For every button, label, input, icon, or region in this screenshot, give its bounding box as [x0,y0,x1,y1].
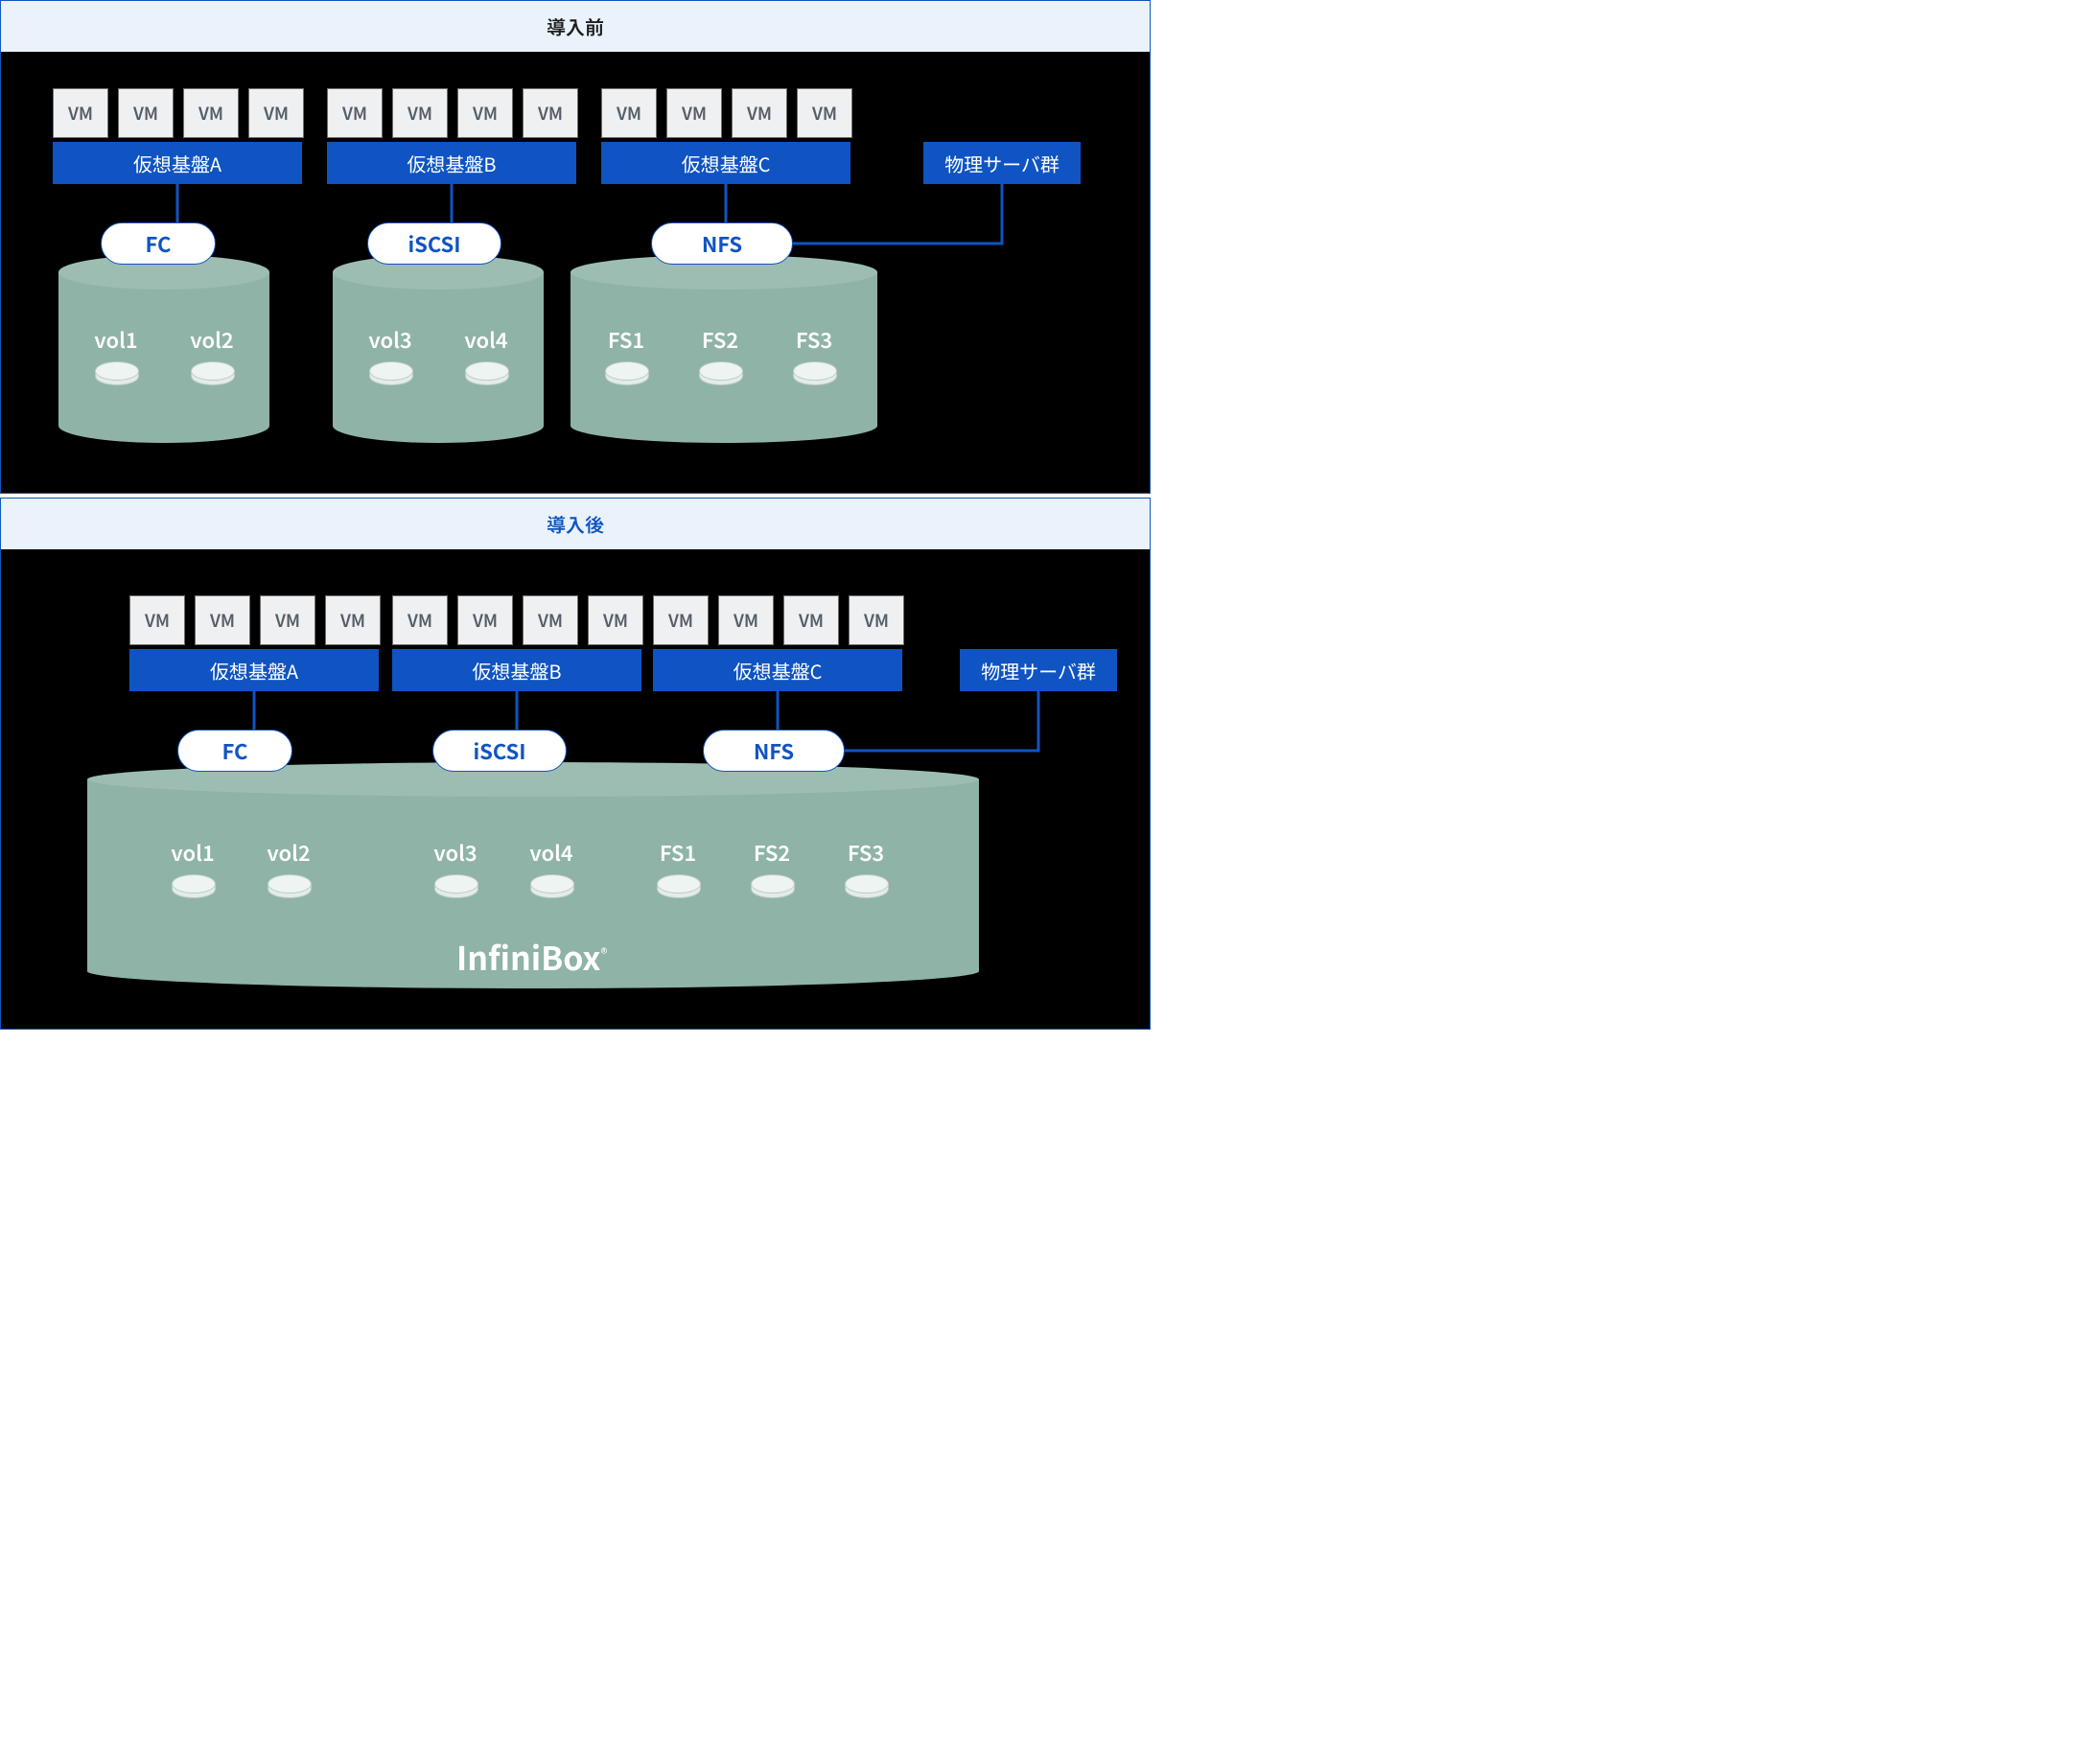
vm-box: VM [183,88,239,138]
vm-box: VM [588,595,643,645]
vol-f1: FS1 [649,837,707,868]
after-body: VMVMVMVM仮想基盤AFCvol1vol2VMVMVMVM仮想基盤BiSCS… [1,549,1150,1029]
vol-v4: vol4 [457,324,515,355]
vm-box: VM [327,88,383,138]
vm-box: VM [260,595,315,645]
protocol-fc: FC [177,730,292,772]
platform-c: 仮想基盤C [653,649,902,691]
vm-box: VM [523,595,578,645]
before-panel: 導入前 VMVMVMVM仮想基盤AFCvol1vol2VMVMVMVM仮想基盤B… [0,0,1151,494]
vm-box: VM [457,595,513,645]
platform-b: 仮想基盤B [392,649,641,691]
before-header: 導入前 [1,1,1150,52]
vm-box: VM [653,595,709,645]
physical-server: 物理サーバ群 [923,142,1081,184]
vm-box: VM [392,595,448,645]
vm-box: VM [195,595,250,645]
vm-box: VM [248,88,304,138]
protocol-nfs: NFS [651,222,793,265]
after-header: 導入後 [1,499,1150,549]
platform-a: 仮想基盤A [53,142,302,184]
vol-f2: FS2 [691,324,749,355]
before-body: VMVMVMVM仮想基盤AFCvol1vol2VMVMVMVM仮想基盤BiSCS… [1,52,1150,493]
vol-f1: FS1 [597,324,655,355]
vm-box: VM [118,88,174,138]
after-panel: 導入後 VMVMVMVM仮想基盤AFCvol1vol2VMVMVMVM仮想基盤B… [0,498,1151,1030]
protocol-iscsi: iSCSI [432,730,567,772]
vm-box: VM [523,88,578,138]
vol-v3: vol3 [361,324,419,355]
platform-a: 仮想基盤A [129,649,379,691]
vm-box: VM [457,88,513,138]
vm-box: VM [392,88,448,138]
protocol-nfs: NFS [703,730,845,772]
vol-v2: vol2 [183,324,241,355]
vm-box: VM [53,88,108,138]
protocol-fc: FC [101,222,216,265]
vm-box: VM [325,595,381,645]
vol-v2: vol2 [260,837,317,868]
vol-v3: vol3 [427,837,484,868]
vm-box: VM [783,595,839,645]
platform-c: 仮想基盤C [601,142,850,184]
vm-box: VM [718,595,774,645]
vol-f3: FS3 [837,837,895,868]
vm-box: VM [732,88,787,138]
vol-f2: FS2 [743,837,801,868]
physical-server: 物理サーバ群 [960,649,1117,691]
vol-f3: FS3 [785,324,843,355]
vm-box: VM [797,88,852,138]
vol-v1: vol1 [87,324,145,355]
platform-b: 仮想基盤B [327,142,576,184]
protocol-iscsi: iSCSI [367,222,501,265]
infinibox-label: InfiniBox® [456,933,607,980]
vm-box: VM [666,88,722,138]
vm-box: VM [129,595,185,645]
vm-box: VM [849,595,904,645]
vm-box: VM [601,88,657,138]
vol-v4: vol4 [523,837,580,868]
vol-v1: vol1 [164,837,221,868]
